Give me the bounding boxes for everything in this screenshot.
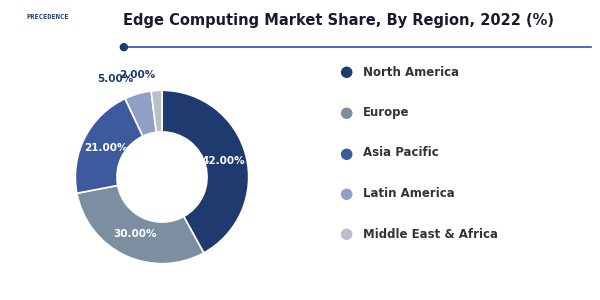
Text: North America: North America [363,65,459,79]
Text: Edge Computing Market Share, By Region, 2022 (%): Edge Computing Market Share, By Region, … [123,14,554,28]
Text: 42.00%: 42.00% [202,156,245,166]
Wedge shape [77,185,204,264]
Text: Middle East & Africa: Middle East & Africa [363,227,498,241]
Text: ●: ● [339,64,352,80]
Text: ●: ● [339,226,352,242]
Text: Asia Pacific: Asia Pacific [363,146,439,160]
Text: ●: ● [339,146,352,160]
Wedge shape [162,90,248,253]
Text: ●: ● [339,105,352,120]
Text: Europe: Europe [363,106,409,119]
Wedge shape [151,90,162,132]
Text: 2.00%: 2.00% [119,70,155,80]
Text: ●: ● [118,41,128,52]
Text: PRECEDENCE: PRECEDENCE [26,14,69,20]
Text: Latin America: Latin America [363,187,455,200]
Text: RESEARCH: RESEARCH [31,32,65,38]
FancyBboxPatch shape [10,8,86,26]
Text: ●: ● [339,186,352,201]
Text: 21.00%: 21.00% [84,143,127,153]
Text: 5.00%: 5.00% [97,74,133,84]
Wedge shape [76,99,143,193]
Text: 30.00%: 30.00% [113,229,157,239]
Wedge shape [125,91,157,136]
